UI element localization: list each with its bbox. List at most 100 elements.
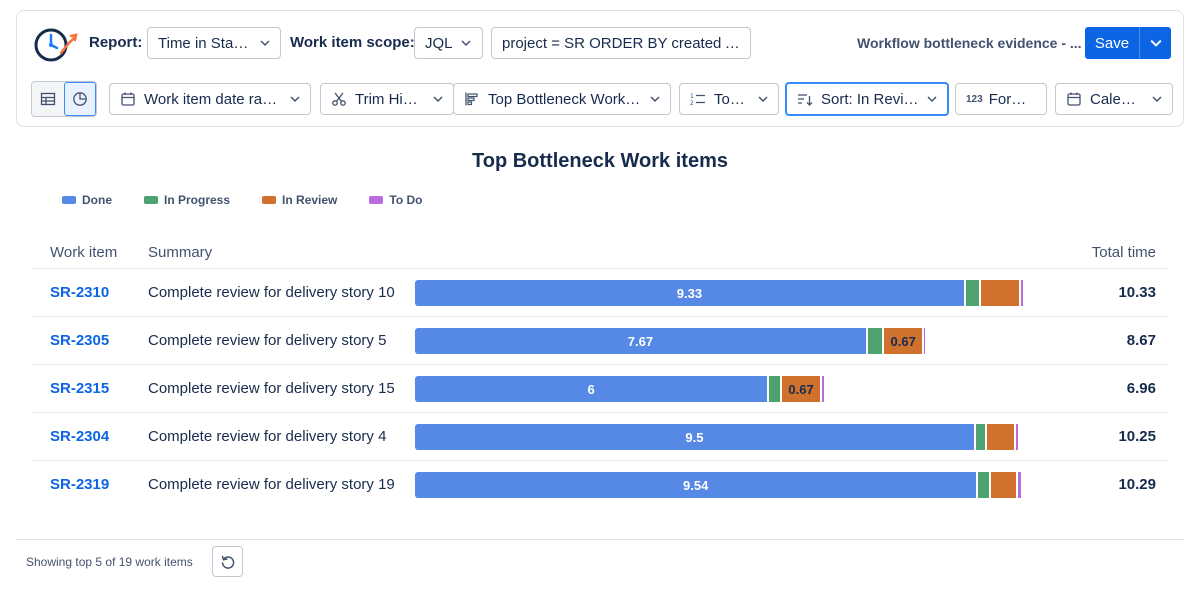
- table-row[interactable]: SR-2305 Complete review for delivery stor…: [32, 316, 1168, 364]
- bar-segment-done[interactable]: 9.33: [415, 280, 966, 306]
- bar-segment-to-do[interactable]: [923, 328, 927, 354]
- legend-item-in-progress[interactable]: In Progress: [144, 193, 230, 207]
- format-button[interactable]: 123 Format: [955, 83, 1047, 115]
- bar-segment-in-review[interactable]: [991, 472, 1019, 498]
- work-item-summary: Complete review for delivery story 15: [148, 380, 395, 397]
- report-dropdown[interactable]: Time in Status: [147, 27, 281, 59]
- chevron-down-icon: [1152, 96, 1162, 103]
- work-item-link[interactable]: SR-2315: [50, 380, 110, 397]
- save-options-button[interactable]: [1139, 27, 1171, 59]
- stacked-bar[interactable]: 9.33: [415, 280, 1035, 306]
- bar-segment-done[interactable]: 7.67: [415, 328, 868, 354]
- bar-segment-to-do[interactable]: [821, 376, 826, 402]
- save-button[interactable]: Save: [1094, 34, 1130, 52]
- svg-text:1: 1: [690, 93, 694, 100]
- bar-segment-to-do[interactable]: [1018, 472, 1023, 498]
- sort-dropdown[interactable]: Sort: In Review: [785, 82, 949, 116]
- bar-segment-done[interactable]: 9.54: [415, 472, 979, 498]
- chart-view-button[interactable]: [63, 82, 96, 116]
- total-time-value: 8.67: [1126, 332, 1156, 349]
- bar-segment-done[interactable]: 6: [415, 376, 770, 402]
- chevron-down-icon: [927, 96, 937, 103]
- jql-query-text: project = SR ORDER BY created ASC: [502, 34, 740, 52]
- date-range-dropdown[interactable]: Work item date range: [109, 83, 311, 115]
- bar-segment-in-progress[interactable]: [975, 424, 987, 450]
- bar-segment-to-do[interactable]: [1020, 280, 1025, 306]
- bar-chart-icon: [465, 92, 478, 106]
- calendar-label: Calendar: [1090, 90, 1144, 108]
- legend-label-to-do: To Do: [389, 193, 423, 207]
- total-time-value: 6.96: [1126, 380, 1156, 397]
- total-time-value: 10.33: [1118, 284, 1156, 301]
- legend-swatch-in-progress: [144, 196, 158, 204]
- toolbar-row-top: Report: Time in Status Work item scope: …: [17, 11, 1183, 73]
- sort-label: Sort: In Review: [821, 90, 919, 108]
- column-header-total-time[interactable]: Total time: [1091, 244, 1156, 261]
- legend-item-in-review[interactable]: In Review: [262, 193, 337, 207]
- number-format-icon: 123: [966, 93, 983, 105]
- saved-report-title[interactable]: Workflow bottleneck evidence - ...: [857, 35, 1082, 51]
- legend-swatch-done: [62, 196, 76, 204]
- bar-segment-in-progress[interactable]: [867, 328, 885, 354]
- reset-button[interactable]: [212, 546, 243, 577]
- stacked-bar[interactable]: 9.5: [415, 424, 1035, 450]
- column-header-work-item[interactable]: Work item: [50, 244, 118, 261]
- chart-selector-dropdown[interactable]: Top Bottleneck Work i...: [453, 83, 671, 115]
- table-row[interactable]: SR-2304 Complete review for delivery stor…: [32, 412, 1168, 460]
- calendar-dropdown[interactable]: Calendar: [1055, 83, 1173, 115]
- legend-swatch-to-do: [369, 196, 384, 204]
- jql-query-input[interactable]: project = SR ORDER BY created ASC: [491, 27, 751, 59]
- scope-type-dropdown[interactable]: JQL: [414, 27, 483, 59]
- total-time-value: 10.29: [1118, 476, 1156, 493]
- table-row[interactable]: SR-2319 Complete review for delivery stor…: [32, 460, 1168, 508]
- legend-item-to-do[interactable]: To Do: [369, 193, 423, 207]
- bar-segment-in-progress[interactable]: [978, 472, 992, 498]
- scissors-icon: [332, 92, 346, 106]
- table-icon: [40, 92, 56, 106]
- work-item-link[interactable]: SR-2304: [50, 428, 110, 445]
- top-n-label: Top 5: [714, 90, 750, 108]
- bar-segment-done[interactable]: 9.5: [415, 424, 976, 450]
- work-item-link[interactable]: SR-2319: [50, 476, 110, 493]
- date-range-label: Work item date range: [144, 90, 282, 108]
- work-item-summary: Complete review for delivery story 4: [148, 428, 387, 445]
- work-item-link[interactable]: SR-2310: [50, 284, 110, 301]
- table-view-button[interactable]: [32, 82, 64, 116]
- bar-segment-in-progress[interactable]: [769, 376, 783, 402]
- work-item-link[interactable]: SR-2305: [50, 332, 110, 349]
- legend-swatch-in-review: [262, 196, 277, 204]
- footer-divider: [16, 539, 1184, 540]
- legend-item-done[interactable]: Done: [62, 193, 112, 207]
- stacked-bar[interactable]: 6 0.67: [415, 376, 1035, 402]
- numbered-list-icon: 12: [690, 93, 705, 107]
- toolbar-card: Report: Time in Status Work item scope: …: [16, 10, 1184, 127]
- chart-title: Top Bottleneck Work items: [472, 150, 728, 172]
- work-item-summary: Complete review for delivery story 19: [148, 476, 395, 493]
- refresh-icon: [221, 555, 234, 569]
- bar-segment-in-review[interactable]: [986, 424, 1017, 450]
- bar-segment-to-do[interactable]: [1016, 424, 1021, 450]
- chevron-down-icon: [260, 40, 270, 47]
- bar-segment-in-review[interactable]: [980, 280, 1021, 306]
- calendar-icon: [121, 92, 135, 106]
- stacked-bar[interactable]: 9.54: [415, 472, 1035, 498]
- toolbar-row-bottom: Work item date range Trim History Top Bo…: [17, 81, 1183, 119]
- chevron-down-icon: [433, 96, 443, 103]
- more-toolbar-button[interactable]: [1183, 83, 1184, 115]
- report-dropdown-value: Time in Status: [158, 34, 252, 52]
- stacked-bar[interactable]: 7.67 0.67: [415, 328, 1035, 354]
- work-item-summary: Complete review for delivery story 10: [148, 284, 395, 301]
- table-row[interactable]: SR-2315 Complete review for delivery stor…: [32, 364, 1168, 412]
- table-row[interactable]: SR-2310 Complete review for delivery stor…: [32, 268, 1168, 316]
- chevron-down-icon: [460, 40, 471, 47]
- view-toggle: [31, 81, 97, 117]
- pie-chart-icon: [73, 92, 87, 106]
- column-header-summary[interactable]: Summary: [148, 244, 213, 261]
- bar-segment-in-progress[interactable]: [965, 280, 981, 306]
- bar-segment-in-review[interactable]: 0.67: [884, 328, 924, 354]
- showing-count-text: Showing top 5 of 19 work items: [26, 555, 193, 569]
- legend-label-in-progress: In Progress: [164, 193, 231, 207]
- bar-segment-in-review[interactable]: 0.67: [782, 376, 822, 402]
- trim-history-dropdown[interactable]: Trim History: [320, 83, 454, 115]
